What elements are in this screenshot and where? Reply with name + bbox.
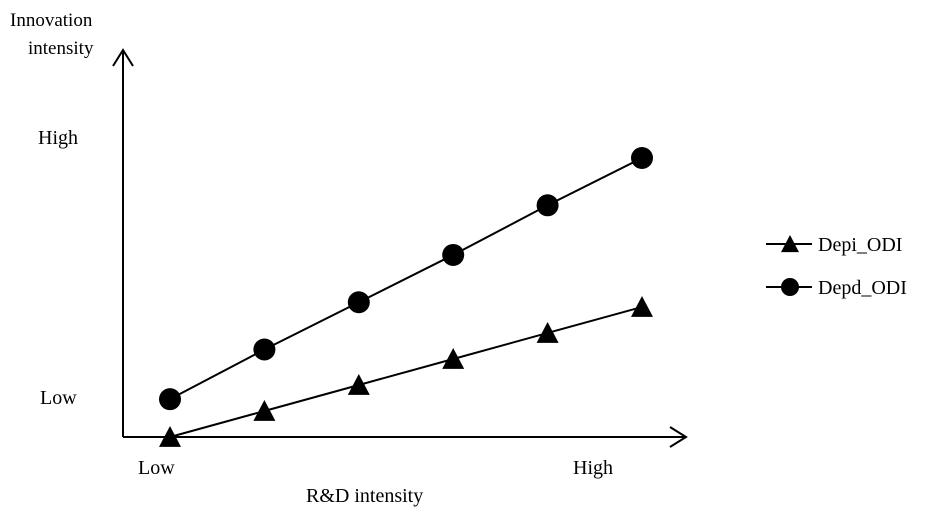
data-point-depd-odi-4: [442, 243, 465, 266]
data-point-depi-odi-6: [631, 295, 653, 317]
y-tick-label-high: High: [38, 127, 78, 149]
x-axis-arrow: [669, 426, 688, 448]
y-axis-label-line-2: intensity: [28, 38, 94, 59]
legend-item-depi-odi: Depi_ODI: [766, 234, 902, 256]
data-point-depi-odi-2: [253, 399, 276, 421]
series-depi-odi: [159, 295, 653, 447]
legend-label-depi-odi: Depi_ODI: [818, 234, 902, 256]
x-tick-label-high: High: [573, 457, 613, 479]
x-tick-label-low: Low: [138, 457, 175, 479]
data-point-depd-odi-6: [631, 147, 653, 169]
data-point-depi-odi-5: [536, 321, 559, 343]
data-point-depi-odi-4: [442, 347, 465, 369]
legend: Depi_ODI Depd_ODI: [766, 234, 907, 299]
y-tick-label-low: Low: [40, 387, 77, 409]
series-line-depi-odi: [169, 305, 643, 438]
axes: [112, 48, 688, 448]
series-line-depd-odi: [169, 157, 643, 401]
data-point-depd-odi-2: [253, 338, 276, 361]
data-point-depd-odi-5: [536, 194, 559, 217]
data-point-depi-odi-3: [347, 373, 370, 395]
legend-label-depd-odi: Depd_ODI: [818, 277, 907, 299]
legend-swatch-marker-depi-odi: [781, 235, 799, 253]
data-point-depd-odi-3: [347, 291, 370, 314]
legend-item-depd-odi: Depd_ODI: [766, 277, 907, 299]
data-point-depd-odi-1: [159, 388, 181, 411]
legend-swatch-marker-depd-odi: [781, 278, 799, 296]
series-depd-odi: [159, 147, 653, 411]
y-axis-arrow: [112, 48, 134, 67]
plot-area: [159, 147, 653, 447]
y-axis-label-line-1: Innovation: [10, 10, 93, 31]
x-axis-label: R&D intensity: [306, 485, 423, 507]
data-point-depi-odi-1: [159, 426, 181, 447]
